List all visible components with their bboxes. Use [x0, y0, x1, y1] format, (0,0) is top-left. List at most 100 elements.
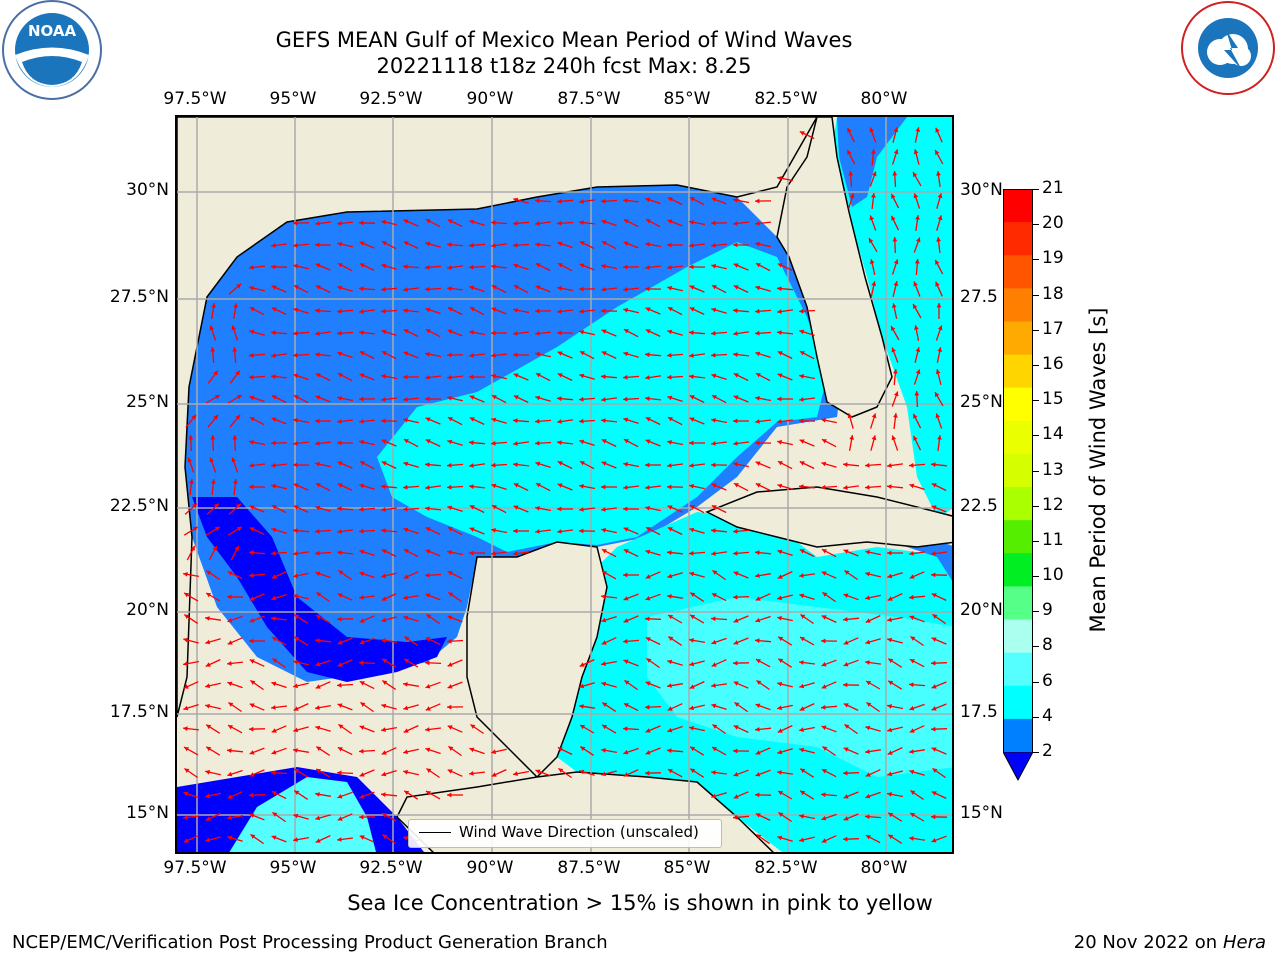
arrowhead-icon [359, 835, 365, 840]
arrowhead-icon [183, 637, 189, 643]
arrowhead-icon [645, 219, 651, 224]
arrowhead-icon [359, 439, 364, 445]
arrowhead-icon [337, 837, 342, 842]
arrowhead-icon [711, 551, 716, 556]
arrowhead-icon [755, 617, 761, 623]
arrowhead-icon [667, 219, 673, 224]
arrowhead-icon [865, 835, 871, 840]
arrowhead-icon [381, 397, 386, 402]
arrowhead-icon [931, 572, 936, 578]
arrowhead-icon [469, 771, 474, 776]
arrowhead-icon [689, 571, 695, 577]
arrowhead-icon [315, 221, 320, 226]
arrowhead-icon [249, 329, 255, 335]
arrowhead-icon [558, 768, 564, 773]
arrowhead-icon [910, 813, 916, 818]
arrowhead-icon [183, 684, 189, 689]
colorbar-tick-label: 15 [1042, 389, 1064, 410]
arrowhead-icon [667, 769, 673, 774]
arrowhead-icon [337, 747, 343, 752]
arrowhead-icon [667, 417, 673, 422]
arrowhead-icon [403, 769, 408, 775]
arrowhead-icon [381, 792, 386, 797]
arrowhead-icon [381, 507, 386, 512]
arrowhead-icon [382, 658, 388, 664]
arrowhead-icon [931, 593, 937, 598]
arrowhead-icon [887, 637, 893, 643]
arrowhead-icon [887, 704, 892, 709]
arrowhead-icon [711, 616, 716, 622]
colorbar-tick [1033, 400, 1039, 402]
arrowhead-icon [913, 281, 918, 287]
arrowhead-icon [777, 419, 782, 424]
arrowhead-icon [843, 836, 848, 842]
arrowhead-icon [871, 281, 877, 286]
arrowhead-icon [249, 572, 254, 578]
arrowhead-icon [227, 594, 232, 600]
arrowhead-icon [403, 615, 409, 621]
arrowhead-icon [821, 417, 826, 423]
arrowhead-icon [359, 506, 364, 512]
arrowhead-icon [799, 439, 805, 444]
arrowhead-icon [447, 395, 452, 401]
arrowhead-icon [843, 770, 848, 776]
arrowhead-icon [579, 704, 584, 709]
arrowhead-icon [469, 505, 475, 510]
arrowhead-icon [623, 329, 629, 334]
arrowhead-icon [799, 683, 805, 689]
arrowhead-icon [733, 748, 738, 754]
arrowhead-icon [849, 435, 854, 440]
arrowhead-icon [403, 329, 409, 334]
arrowhead-icon [205, 816, 211, 821]
colorbar-bin [1003, 255, 1033, 289]
arrowhead-icon [513, 308, 518, 313]
arrowhead-icon [777, 728, 783, 733]
arrowhead-icon [579, 507, 584, 512]
lon-label-top: 80°W [860, 89, 908, 109]
arrowhead-icon [337, 330, 342, 336]
arrowhead-icon [381, 351, 387, 356]
arrowhead-icon [236, 395, 242, 400]
wind-wave-arrows [182, 127, 948, 845]
arrowhead-icon [667, 505, 673, 510]
arrowhead-icon [733, 198, 738, 203]
arrowhead-icon [935, 127, 940, 133]
arrowhead-icon [892, 237, 898, 242]
arrowhead-icon [931, 814, 936, 820]
arrowhead-icon [557, 351, 563, 356]
arrowhead-icon [403, 308, 408, 313]
arrowhead-icon [249, 505, 255, 510]
arrowhead-icon [359, 330, 364, 335]
arrowhead-icon [888, 812, 894, 818]
lat-label-right: 30°N [960, 180, 1003, 200]
arrowhead-icon [337, 662, 343, 667]
arrowhead-icon [359, 286, 364, 292]
arrowhead-icon [888, 834, 894, 840]
arrowhead-icon [909, 836, 914, 841]
arrowhead-icon [469, 527, 475, 532]
arrowhead-icon [293, 551, 298, 556]
arrowhead-icon [623, 703, 629, 708]
arrowhead-icon [535, 242, 540, 247]
arrowhead-icon [799, 484, 804, 489]
arrowhead-icon [777, 461, 783, 466]
arrowhead-icon [425, 307, 431, 313]
arrowhead-icon [711, 307, 717, 313]
arrowhead-icon [601, 219, 607, 225]
arrowhead-icon [579, 329, 584, 335]
arrowhead-icon [272, 637, 277, 642]
arrowhead-icon [381, 596, 387, 601]
arrowhead-icon [799, 351, 805, 356]
arrowhead-icon [733, 352, 738, 357]
arrowhead-icon [623, 772, 629, 777]
lon-label-top: 97.5°W [163, 89, 227, 109]
arrowhead-icon [404, 790, 410, 796]
arrowhead-icon [799, 329, 805, 335]
arrowhead-icon [271, 243, 276, 248]
arrowhead-icon [249, 285, 254, 291]
arrowhead-icon [447, 242, 452, 248]
arrowhead-icon [755, 285, 761, 291]
arrowhead-icon [623, 659, 629, 664]
arrowhead-icon [271, 791, 277, 796]
arrowhead-icon [491, 462, 496, 468]
